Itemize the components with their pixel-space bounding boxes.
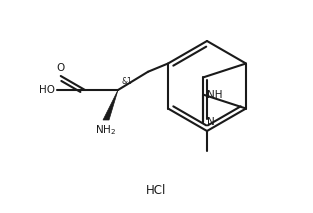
Text: N: N xyxy=(207,117,215,127)
Text: NH$_2$: NH$_2$ xyxy=(95,123,116,137)
Text: HCl: HCl xyxy=(146,184,166,197)
Text: HO: HO xyxy=(39,85,55,95)
Text: NH: NH xyxy=(207,90,223,100)
Text: &1: &1 xyxy=(121,77,132,86)
Polygon shape xyxy=(103,90,118,120)
Text: O: O xyxy=(57,63,65,73)
